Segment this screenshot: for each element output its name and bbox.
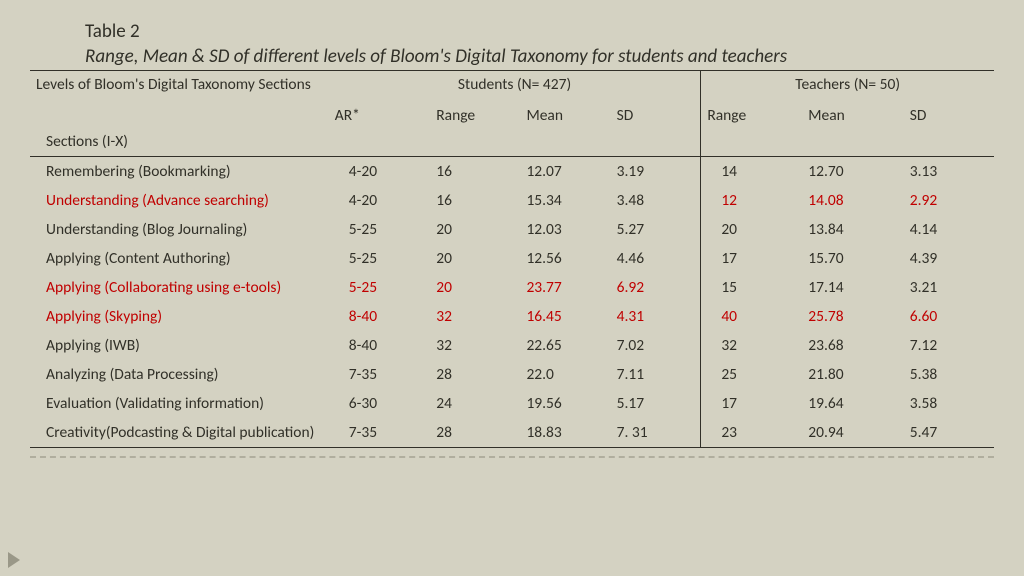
cell-t-mean: 20.94 bbox=[802, 418, 903, 448]
cell-s-sd: 6.92 bbox=[611, 273, 701, 302]
cell-s-mean: 12.56 bbox=[520, 244, 610, 273]
cell-s-sd: 7.11 bbox=[611, 360, 701, 389]
cell-t-mean: 17.14 bbox=[802, 273, 903, 302]
row-label: Remembering (Bookmarking) bbox=[30, 157, 329, 187]
cell-s-range: 28 bbox=[430, 418, 520, 448]
cell-s-range: 32 bbox=[430, 302, 520, 331]
cell-t-range: 20 bbox=[701, 215, 802, 244]
col-teachers-label: Teachers (N= 50) bbox=[701, 71, 994, 97]
cell-s-mean: 19.56 bbox=[520, 389, 610, 418]
cell-t-mean: 14.08 bbox=[802, 186, 903, 215]
cell-s-range: 20 bbox=[430, 215, 520, 244]
cell-t-range: 15 bbox=[701, 273, 802, 302]
cell-s-mean: 22.0 bbox=[520, 360, 610, 389]
cell-s-sd: 3.48 bbox=[611, 186, 701, 215]
col-mean-t: Mean bbox=[802, 102, 903, 127]
cell-t-mean: 19.64 bbox=[802, 389, 903, 418]
cell-s-range: 20 bbox=[430, 244, 520, 273]
cell-s-mean: 22.65 bbox=[520, 331, 610, 360]
cell-t-range: 23 bbox=[701, 418, 802, 448]
cell-s-sd: 7. 31 bbox=[611, 418, 701, 448]
cell-t-range: 17 bbox=[701, 389, 802, 418]
cell-ar: 5-25 bbox=[329, 273, 430, 302]
dashed-separator bbox=[30, 456, 994, 458]
cell-t-mean: 13.84 bbox=[802, 215, 903, 244]
cell-ar: 5-25 bbox=[329, 215, 430, 244]
cell-t-range: 17 bbox=[701, 244, 802, 273]
table-caption: Range, Mean & SD of different levels of … bbox=[30, 45, 994, 68]
cell-t-range: 32 bbox=[701, 331, 802, 360]
cell-s-range: 24 bbox=[430, 389, 520, 418]
col-range-t: Range bbox=[701, 102, 802, 127]
cell-t-mean: 12.70 bbox=[802, 157, 903, 187]
cell-ar: 7-35 bbox=[329, 418, 430, 448]
col-sd-t: SD bbox=[904, 102, 994, 127]
col-mean-s: Mean bbox=[520, 102, 610, 127]
cell-t-sd: 5.47 bbox=[904, 418, 994, 448]
cell-s-range: 28 bbox=[430, 360, 520, 389]
cell-ar: 8-40 bbox=[329, 302, 430, 331]
cell-ar: 6-30 bbox=[329, 389, 430, 418]
cell-t-sd: 4.39 bbox=[904, 244, 994, 273]
row-label: Applying (IWB) bbox=[30, 331, 329, 360]
row-label: Understanding (Advance searching) bbox=[30, 186, 329, 215]
table-number: Table 2 bbox=[30, 20, 994, 43]
cell-t-sd: 4.14 bbox=[904, 215, 994, 244]
play-icon[interactable] bbox=[8, 552, 20, 568]
col-sd-s: SD bbox=[611, 102, 701, 127]
cell-s-sd: 3.19 bbox=[611, 157, 701, 187]
col-students-label: Students (N= 427) bbox=[329, 71, 701, 97]
cell-t-mean: 25.78 bbox=[802, 302, 903, 331]
row-label: Analyzing (Data Processing) bbox=[30, 360, 329, 389]
col-range-s: Range bbox=[430, 102, 520, 127]
cell-s-range: 32 bbox=[430, 331, 520, 360]
sections-label: Sections (I-X) bbox=[30, 127, 329, 157]
cell-t-sd: 7.12 bbox=[904, 331, 994, 360]
row-label: Evaluation (Validating information) bbox=[30, 389, 329, 418]
cell-s-range: 20 bbox=[430, 273, 520, 302]
cell-s-range: 16 bbox=[430, 157, 520, 187]
cell-t-sd: 6.60 bbox=[904, 302, 994, 331]
cell-ar: 4-20 bbox=[329, 157, 430, 187]
cell-t-range: 25 bbox=[701, 360, 802, 389]
empty-cell bbox=[30, 102, 329, 127]
cell-t-sd: 3.21 bbox=[904, 273, 994, 302]
cell-t-range: 12 bbox=[701, 186, 802, 215]
cell-t-range: 40 bbox=[701, 302, 802, 331]
cell-t-sd: 5.38 bbox=[904, 360, 994, 389]
cell-s-mean: 15.34 bbox=[520, 186, 610, 215]
cell-s-sd: 4.46 bbox=[611, 244, 701, 273]
cell-s-sd: 7.02 bbox=[611, 331, 701, 360]
cell-t-sd: 3.13 bbox=[904, 157, 994, 187]
data-table: Levels of Bloom's Digital Taxonomy Secti… bbox=[30, 70, 994, 448]
cell-s-sd: 5.27 bbox=[611, 215, 701, 244]
cell-t-range: 14 bbox=[701, 157, 802, 187]
cell-t-sd: 2.92 bbox=[904, 186, 994, 215]
cell-ar: 4-20 bbox=[329, 186, 430, 215]
cell-s-mean: 12.03 bbox=[520, 215, 610, 244]
cell-s-sd: 4.31 bbox=[611, 302, 701, 331]
cell-s-mean: 16.45 bbox=[520, 302, 610, 331]
cell-ar: 8-40 bbox=[329, 331, 430, 360]
col-ar: AR* bbox=[329, 102, 430, 127]
cell-s-sd: 5.17 bbox=[611, 389, 701, 418]
cell-s-mean: 12.07 bbox=[520, 157, 610, 187]
cell-s-mean: 18.83 bbox=[520, 418, 610, 448]
cell-ar: 7-35 bbox=[329, 360, 430, 389]
col-levels-label: Levels of Bloom's Digital Taxonomy Secti… bbox=[30, 71, 329, 97]
cell-s-range: 16 bbox=[430, 186, 520, 215]
cell-s-mean: 23.77 bbox=[520, 273, 610, 302]
row-label: Applying (Collaborating using e-tools) bbox=[30, 273, 329, 302]
row-label: Creativity(Podcasting & Digital publicat… bbox=[30, 418, 329, 448]
cell-t-mean: 21.80 bbox=[802, 360, 903, 389]
cell-ar: 5-25 bbox=[329, 244, 430, 273]
cell-t-mean: 23.68 bbox=[802, 331, 903, 360]
row-label: Applying (Skyping) bbox=[30, 302, 329, 331]
row-label: Applying (Content Authoring) bbox=[30, 244, 329, 273]
cell-t-sd: 3.58 bbox=[904, 389, 994, 418]
cell-t-mean: 15.70 bbox=[802, 244, 903, 273]
row-label: Understanding (Blog Journaling) bbox=[30, 215, 329, 244]
